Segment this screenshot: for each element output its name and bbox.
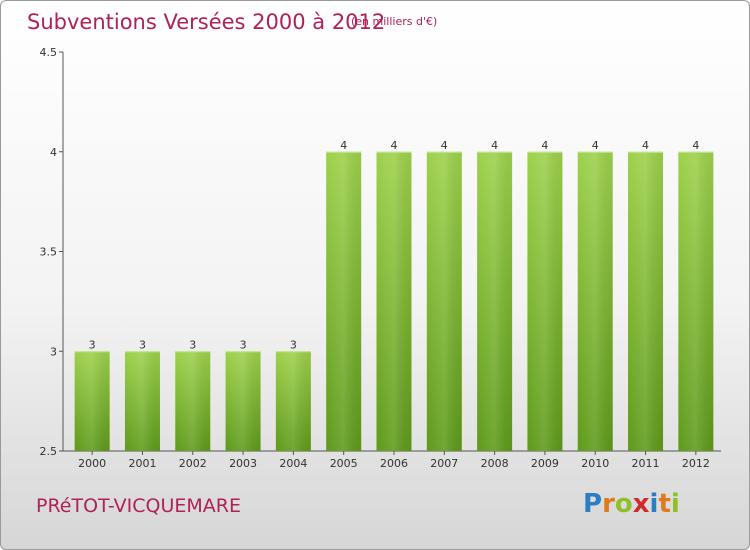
x-tick-label-2009: 2009: [531, 457, 559, 470]
data-label-2000: 3: [89, 338, 96, 351]
bar-shine-2007: [426, 151, 462, 451]
y-tick-label: 2.5: [40, 445, 58, 458]
logo-letter: P: [583, 489, 603, 519]
x-tick-label-2007: 2007: [430, 457, 458, 470]
data-label-2010: 4: [592, 139, 599, 152]
data-label-2005: 4: [340, 139, 347, 152]
chart-bars: 3 3 3 3 3 4 4 4 4 4 4 4 4: [74, 139, 714, 451]
bar-shine-2004: [275, 351, 311, 451]
chart-axes: 2.5 3 3.5 4 4.5 2000 2001 2002 2003 2004 2005 2006 2…: [40, 46, 721, 470]
y-tick-label: 4: [50, 146, 57, 159]
bar-shine-2006: [376, 151, 412, 451]
x-tick-label-2004: 2004: [279, 457, 307, 470]
data-label-2001: 3: [139, 338, 146, 351]
x-tick-label-2002: 2002: [179, 457, 207, 470]
data-label-2002: 3: [189, 338, 196, 351]
chart-title: Subventions Versées 2000 à 2012: [27, 10, 386, 34]
y-tick-label: 3.5: [40, 246, 58, 259]
data-label-2004: 3: [290, 338, 297, 351]
x-tick-label-2005: 2005: [330, 457, 358, 470]
logo-letter: i: [670, 489, 680, 519]
y-tick-label: 3: [50, 345, 57, 358]
bar-shine-2008: [477, 151, 513, 451]
data-label-2006: 4: [391, 139, 398, 152]
x-tick-label-2003: 2003: [229, 457, 257, 470]
bar-shine-2010: [577, 151, 613, 451]
y-tick-label: 4.5: [40, 46, 58, 59]
x-tick-label-2011: 2011: [632, 457, 660, 470]
data-label-2008: 4: [491, 139, 498, 152]
data-label-2003: 3: [240, 338, 247, 351]
commune-name: PRéTOT-VICQUEMARE: [36, 495, 241, 517]
data-label-2012: 4: [692, 139, 699, 152]
bar-shine-2012: [678, 151, 714, 451]
logo-letter: t: [658, 489, 671, 519]
x-tick-label-2001: 2001: [128, 457, 156, 470]
x-tick-label-2006: 2006: [380, 457, 408, 470]
bar-shine-2000: [74, 351, 110, 451]
logo-letter: o: [614, 489, 633, 519]
bar-shine-2005: [326, 151, 362, 451]
bar-shine-2003: [225, 351, 261, 451]
bar-shine-2011: [628, 151, 664, 451]
chart-unit-note: (en milliers d'€): [351, 15, 438, 28]
bar-shine-2009: [527, 151, 563, 451]
x-tick-label-2000: 2000: [78, 457, 106, 470]
x-tick-label-2010: 2010: [581, 457, 609, 470]
logo-letter: r: [602, 489, 615, 519]
proxiti-logo: Proxiti: [583, 489, 680, 519]
x-tick-label-2008: 2008: [481, 457, 509, 470]
data-label-2007: 4: [441, 139, 448, 152]
data-label-2011: 4: [642, 139, 649, 152]
data-label-2009: 4: [541, 139, 548, 152]
logo-letter: i: [649, 489, 659, 519]
x-tick-label-2012: 2012: [682, 457, 710, 470]
bar-shine-2001: [124, 351, 160, 451]
bar-shine-2002: [175, 351, 211, 451]
logo-letter: x: [632, 489, 650, 519]
